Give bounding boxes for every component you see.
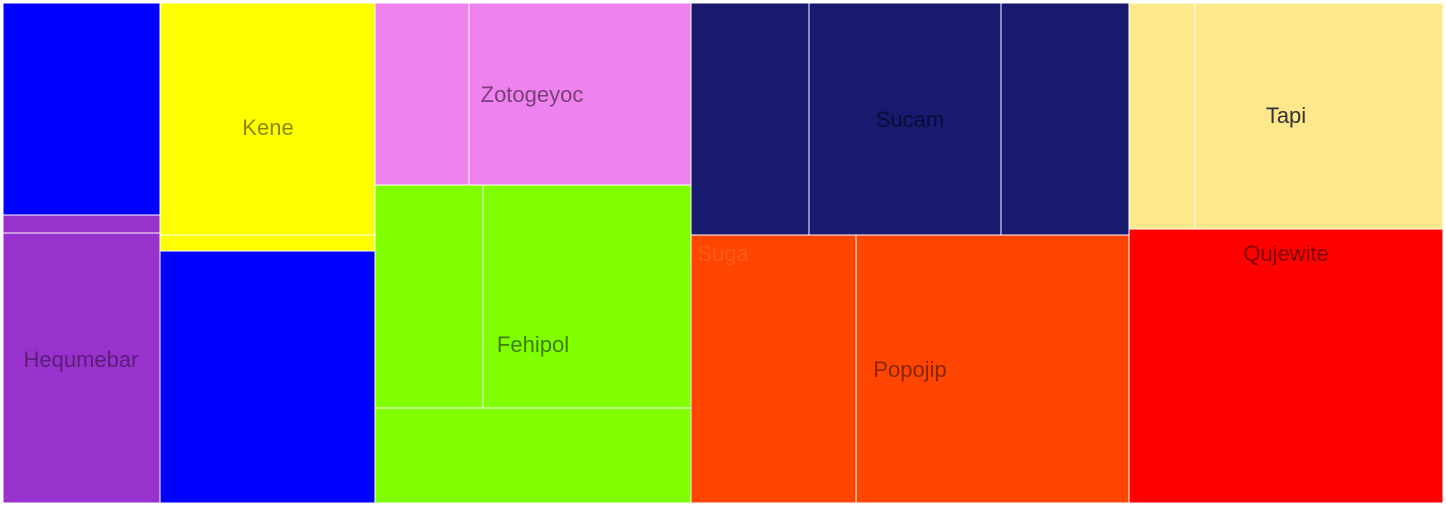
treemap-tile-sucam-13 <box>1000 2 1130 236</box>
treemap-label-kene: Kene <box>242 115 293 140</box>
treemap-tile-kene-5 <box>159 250 376 504</box>
treemap-tile-tapi-17 <box>1194 2 1444 230</box>
treemap-tile-sucam-11 <box>690 2 810 236</box>
treemap-label-sucam: Sucam <box>876 107 944 132</box>
treemap-tile-kene-3 <box>159 2 376 236</box>
treemap-tile-kene-4 <box>159 234 376 252</box>
treemap-label-tapi: Tapi <box>1266 103 1306 128</box>
treemap-tile-zotogeyoc-7 <box>468 2 692 186</box>
treemap-tile-fehipol-10 <box>374 407 692 504</box>
treemap-label-fehipol: Fehipol <box>497 332 569 357</box>
treemap-tile-zotogeyoc-6 <box>374 2 470 186</box>
treemap-label-zotogeyoc: Zotogeyoc <box>481 82 584 107</box>
treemap-tile-sucam-12 <box>808 2 1002 236</box>
treemap-tile-tapi-16 <box>1128 2 1196 230</box>
treemap-label-suga: Suga <box>697 241 749 266</box>
treemap-tile-hequmebar-1 <box>2 214 161 234</box>
treemap-tile-hequmebar-0 <box>2 2 161 216</box>
treemap-tile-hequmebar-2 <box>2 232 161 504</box>
treemap-tile-qujewite-18 <box>1128 228 1444 504</box>
treemap-tile-fehipol-9 <box>482 184 692 409</box>
treemap-tile-fehipol-8 <box>374 184 484 409</box>
treemap-label-qujewite: Qujewite <box>1243 241 1329 266</box>
treemap-tile-suga-14 <box>690 234 857 504</box>
treemap-tile-popojip-15 <box>855 234 1130 504</box>
treemap-label-popojip: Popojip <box>873 357 946 382</box>
treemap-label-hequmebar: Hequmebar <box>24 347 139 372</box>
